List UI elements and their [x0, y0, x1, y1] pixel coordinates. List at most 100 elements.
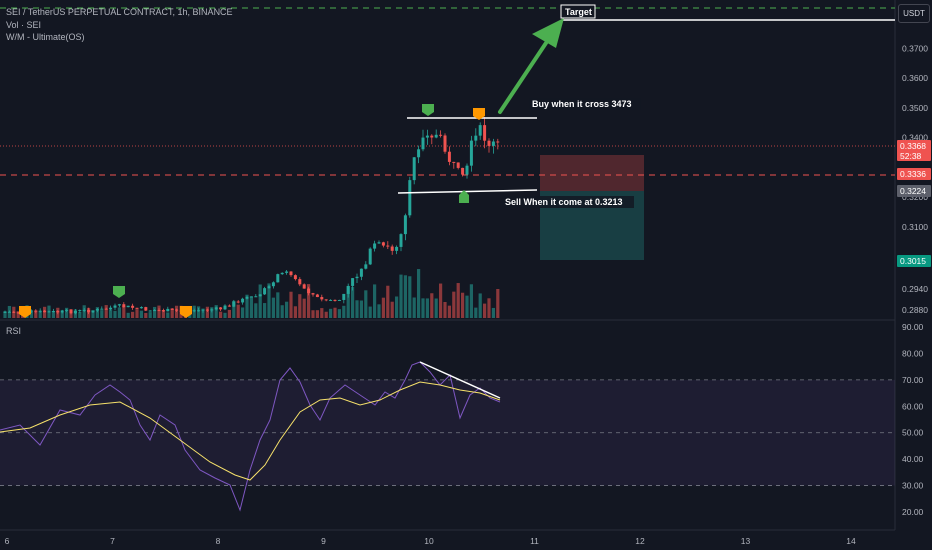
volume-bar — [161, 310, 165, 318]
volume-bar — [412, 297, 416, 318]
candle-body — [254, 296, 258, 298]
volume-bar — [487, 298, 491, 318]
sell-annotation-bg — [502, 196, 634, 208]
candle-body — [368, 248, 372, 265]
volume-bar — [95, 307, 99, 318]
candle-body — [126, 305, 130, 308]
last-price-badge-text: 0.3368 — [900, 141, 926, 151]
volume-bar — [425, 298, 429, 318]
price-tick-label: 0.2880 — [902, 305, 928, 315]
candle-body — [109, 307, 113, 310]
price-tick-label: 0.3600 — [902, 73, 928, 83]
volume-bar — [205, 306, 209, 318]
volume-bar — [43, 306, 47, 318]
time-tick-label: 12 — [635, 536, 645, 546]
volume-bar — [337, 309, 341, 318]
rsi-indicator-label[interactable]: RSI — [6, 326, 22, 336]
candle-body — [443, 135, 447, 152]
wm-indicator-label[interactable]: W/M - Ultimate(OS) — [6, 32, 85, 42]
volume-bar — [91, 310, 95, 318]
candle-body — [381, 242, 385, 246]
red-line-price-badge-bg — [897, 168, 931, 180]
volume-indicator-label[interactable]: Vol · SEI — [6, 20, 42, 30]
volume-bar — [3, 311, 7, 318]
candle-body — [276, 274, 280, 283]
rsi-ma-line — [0, 381, 501, 481]
volume-bar — [214, 305, 218, 318]
volume-bar — [320, 308, 324, 318]
volume-bar — [469, 284, 473, 318]
symbol-title[interactable]: SEI / TetherUS PERPETUAL CONTRACT, 1h, B… — [6, 7, 233, 17]
volume-bar — [144, 312, 148, 318]
volume-bar — [395, 296, 399, 318]
candle-body — [333, 299, 337, 301]
candle-body — [241, 298, 245, 303]
volume-bar — [333, 307, 337, 318]
candle-body — [320, 297, 324, 300]
volume-bar — [483, 303, 487, 318]
candle-body — [403, 215, 407, 235]
time-tick-label: 7 — [110, 536, 115, 546]
time-tick-label: 14 — [846, 536, 856, 546]
volume-bar — [47, 305, 51, 318]
volume-bar — [434, 298, 438, 318]
candle-body — [144, 307, 148, 311]
signal-shape — [473, 108, 485, 120]
volume-bar — [236, 304, 240, 318]
volume-bar — [346, 286, 350, 318]
volume-bar — [249, 296, 253, 318]
volume-bar — [131, 311, 135, 318]
candle-body — [452, 161, 456, 163]
buy-annotation-bg — [529, 98, 641, 110]
red-line-price-badge-text: 0.3336 — [900, 169, 926, 179]
target-price-badge: 0.3015 — [897, 255, 931, 267]
candle-body — [373, 243, 377, 249]
volume-bar — [364, 290, 368, 318]
candle-body — [227, 305, 231, 307]
signal-shape — [459, 190, 469, 203]
price-tick-label: 0.3100 — [902, 222, 928, 232]
volume-bar — [73, 309, 77, 318]
signal-shape — [19, 306, 31, 318]
candle-body — [377, 242, 381, 244]
candle-body — [113, 305, 117, 308]
volume-bar — [104, 305, 108, 318]
rsi-line — [0, 361, 501, 512]
volume-bar — [258, 284, 262, 318]
volume-bar — [403, 275, 407, 318]
volume-bar — [496, 288, 500, 318]
candle-body — [483, 125, 487, 141]
volume-bar — [254, 303, 258, 318]
candle-body — [447, 151, 451, 162]
volume-bar — [51, 311, 55, 318]
volume-bar — [113, 310, 117, 318]
volume-bar — [16, 311, 20, 318]
volume-bar — [201, 308, 205, 318]
currency-button[interactable]: USDT — [898, 4, 930, 23]
candle-body — [60, 310, 64, 313]
green-signal-marker — [459, 190, 469, 203]
candle-body — [289, 271, 293, 276]
entry-price-badge: 0.3224 — [897, 185, 931, 197]
volume-bar — [285, 301, 289, 318]
target-price-badge-text: 0.3015 — [900, 256, 926, 266]
volume-bar — [241, 307, 245, 318]
volume-bar — [153, 306, 157, 318]
volume-bar — [267, 283, 271, 318]
entry-price-badge-text: 0.3224 — [900, 186, 926, 196]
volume-bar — [302, 298, 306, 318]
target-arrow-shaft — [498, 38, 550, 114]
time-tick-label: 10 — [424, 536, 434, 546]
candle-body — [293, 275, 297, 280]
volume-bar — [461, 292, 465, 318]
volume-bar — [381, 297, 385, 318]
red-line-price-badge: 0.3336 — [897, 168, 931, 180]
volume-bar — [139, 310, 143, 318]
rsi-tick-label: 80.00 — [902, 348, 924, 358]
volume-bars — [3, 269, 500, 318]
signal-shape — [180, 306, 192, 318]
volume-bar — [311, 310, 315, 318]
time-tick-label: 13 — [741, 536, 751, 546]
candle-body — [271, 282, 275, 287]
